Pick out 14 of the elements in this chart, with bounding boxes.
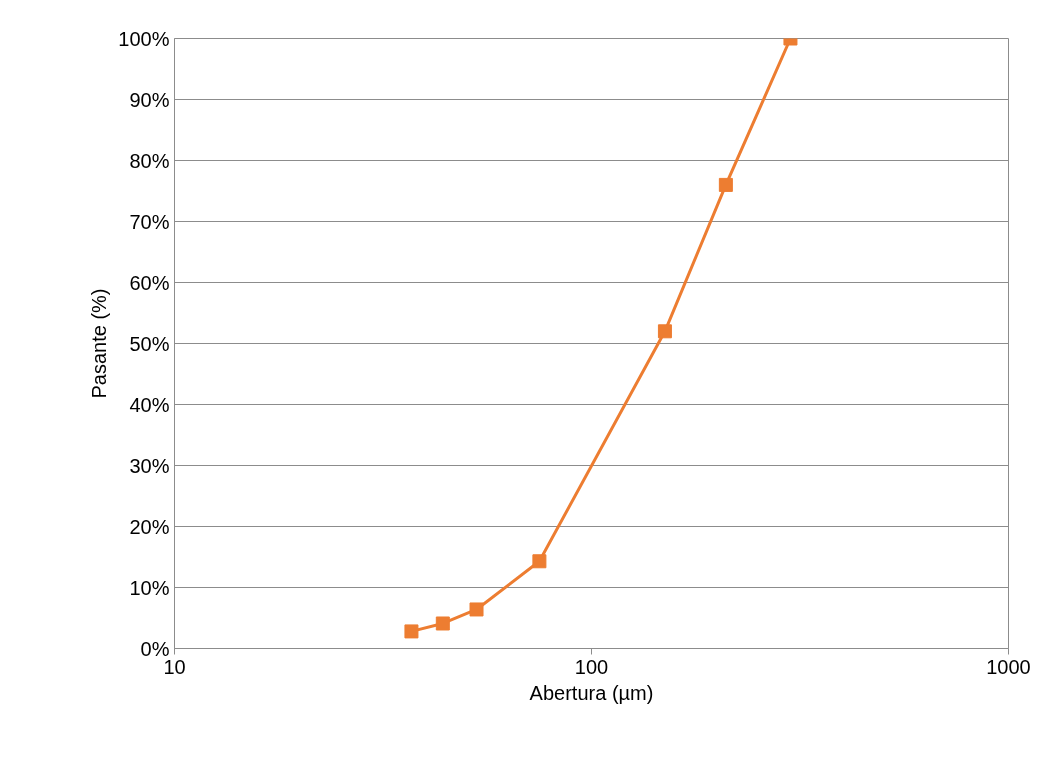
y-tick-label: 40% (129, 393, 170, 416)
y-tick-label: 70% (129, 210, 170, 233)
y-tick-label: 20% (129, 515, 170, 538)
y-axis-title: Pasante (%) (88, 288, 111, 399)
y-tick-label: 80% (129, 149, 170, 172)
y-tick-label: 60% (129, 271, 170, 294)
y-tick-label: 30% (129, 454, 170, 477)
x-tick-label: 100 (574, 655, 609, 678)
y-tick-label: 50% (129, 332, 170, 355)
y-tick-label: 10% (129, 576, 170, 599)
x-tick-label: 1000 (986, 655, 1031, 678)
y-tick-label: 90% (129, 88, 170, 111)
x-axis-title: Abertura (µm) (529, 681, 654, 704)
y-tick-label: 100% (118, 27, 170, 50)
